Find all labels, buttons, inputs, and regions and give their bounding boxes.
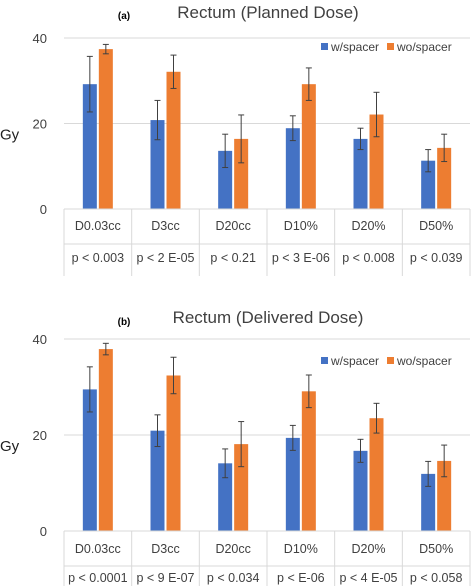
bar-wo-spacer-3 [301, 391, 316, 531]
x-tick-label: D20cc [215, 542, 250, 556]
x-tick-label: D20% [351, 542, 385, 556]
y-tick-label: 20 [33, 428, 47, 443]
bar-w-spacer-0 [82, 84, 97, 209]
error-bar [373, 91, 380, 138]
bar-wo-spacer-5 [437, 460, 452, 531]
bar-w-spacer-2 [218, 150, 233, 209]
error-bar [222, 133, 229, 169]
chart-panel-a: (a) Rectum (Planned Dose) 0 20 40 Gy D0.03cc p … [0, 3, 471, 276]
error-bar [102, 43, 109, 55]
error-bar [441, 133, 448, 163]
bar-w-spacer-1 [150, 120, 165, 209]
p-value-label: p < 0.058 [410, 571, 463, 585]
p-value-label: p < 3 E-06 [272, 251, 330, 265]
error-bar [86, 55, 93, 113]
error-bar [170, 356, 177, 395]
bar-w-spacer-5 [421, 160, 436, 209]
x-tick-label: D10% [284, 542, 318, 556]
bar-wo-spacer-5 [437, 147, 452, 209]
x-tick-label: D10% [284, 219, 318, 233]
error-bar [357, 127, 364, 151]
p-value-label: p < E-06 [277, 571, 325, 585]
error-bar [305, 374, 312, 409]
bar-wo-spacer-1 [166, 71, 181, 210]
p-value-label: p < 0.034 [207, 571, 260, 585]
error-bar [102, 342, 109, 356]
error-bar [170, 54, 177, 89]
error-bar [238, 421, 245, 468]
error-bar [425, 460, 432, 487]
chart-title: Rectum (Planned Dose) [177, 3, 358, 22]
bar-w-spacer-1 [150, 430, 165, 531]
legend-label-w-spacer: w/spacer [330, 40, 379, 54]
p-value-label: p < 9 E-07 [136, 571, 194, 585]
y-axis-label: Gy [0, 127, 20, 144]
bar-w-spacer-0 [82, 389, 97, 531]
x-tick-label: D20% [351, 219, 385, 233]
panel-letter: (b) [118, 317, 131, 328]
legend-swatch-wo-spacer [387, 357, 394, 364]
error-bar [222, 448, 229, 479]
x-tick-label: D50% [419, 542, 453, 556]
p-value-label: p < 0.008 [342, 251, 395, 265]
bar-wo-spacer-2 [234, 444, 249, 531]
legend-swatch-wo-spacer [387, 43, 394, 50]
y-tick-label: 40 [33, 31, 47, 46]
error-bar [305, 67, 312, 101]
x-tick-label: D20cc [215, 219, 250, 233]
x-tick-label: D3cc [151, 219, 179, 233]
bar-wo-spacer-0 [98, 349, 113, 531]
p-value-label: p < 2 E-05 [136, 251, 194, 265]
bar-w-spacer-2 [218, 463, 233, 531]
bar-wo-spacer-3 [301, 84, 316, 209]
bar-wo-spacer-4 [369, 418, 384, 531]
bar-wo-spacer-0 [98, 49, 113, 209]
legend: w/spacer wo/spacer [321, 354, 452, 368]
y-tick-label: 0 [40, 202, 47, 217]
x-tick-label: D3cc [151, 542, 179, 556]
x-tick-label: D50% [419, 219, 453, 233]
error-bar [357, 438, 364, 463]
bar-w-spacer-5 [421, 473, 436, 531]
p-value-label: p < 4 E-05 [339, 571, 397, 585]
bar-w-spacer-3 [285, 437, 300, 531]
error-bar [86, 366, 93, 413]
panel-letter: (a) [118, 11, 130, 22]
bar-wo-spacer-1 [166, 375, 181, 531]
legend-label-wo-spacer: wo/spacer [396, 40, 452, 54]
bar-w-spacer-4 [353, 450, 368, 531]
error-bar [154, 99, 161, 141]
legend: w/spacer wo/spacer [321, 40, 452, 54]
y-tick-label: 40 [33, 332, 47, 347]
chart-title: Rectum (Delivered Dose) [173, 308, 364, 327]
error-bar [154, 414, 161, 448]
bar-wo-spacer-2 [234, 138, 249, 209]
y-tick-label: 20 [33, 117, 47, 132]
y-axis-label: Gy [0, 438, 20, 455]
bar-wo-spacer-4 [369, 114, 384, 209]
p-value-label: p < 0.039 [410, 251, 463, 265]
error-bar [289, 424, 296, 451]
legend-swatch-w-spacer [321, 357, 328, 364]
legend-swatch-w-spacer [321, 43, 328, 50]
error-bar [441, 444, 448, 478]
p-value-label: p < 0.21 [210, 251, 256, 265]
p-value-label: p < 0.0001 [68, 571, 127, 585]
x-tick-label: D0.03cc [75, 542, 121, 556]
y-tick-label: 0 [40, 524, 47, 539]
error-bar [425, 149, 432, 173]
bar-w-spacer-4 [353, 138, 368, 209]
error-bar [289, 115, 296, 142]
error-bar [238, 114, 245, 164]
x-tick-label: D0.03cc [75, 219, 121, 233]
error-bar [373, 402, 380, 434]
bar-w-spacer-3 [285, 128, 300, 209]
chart-panel-b: (b) Rectum (Delivered Dose) 0 20 40 Gy D0.03cc… [0, 308, 471, 586]
legend-label-wo-spacer: wo/spacer [396, 354, 452, 368]
p-value-label: p < 0.003 [72, 251, 125, 265]
legend-label-w-spacer: w/spacer [330, 354, 379, 368]
